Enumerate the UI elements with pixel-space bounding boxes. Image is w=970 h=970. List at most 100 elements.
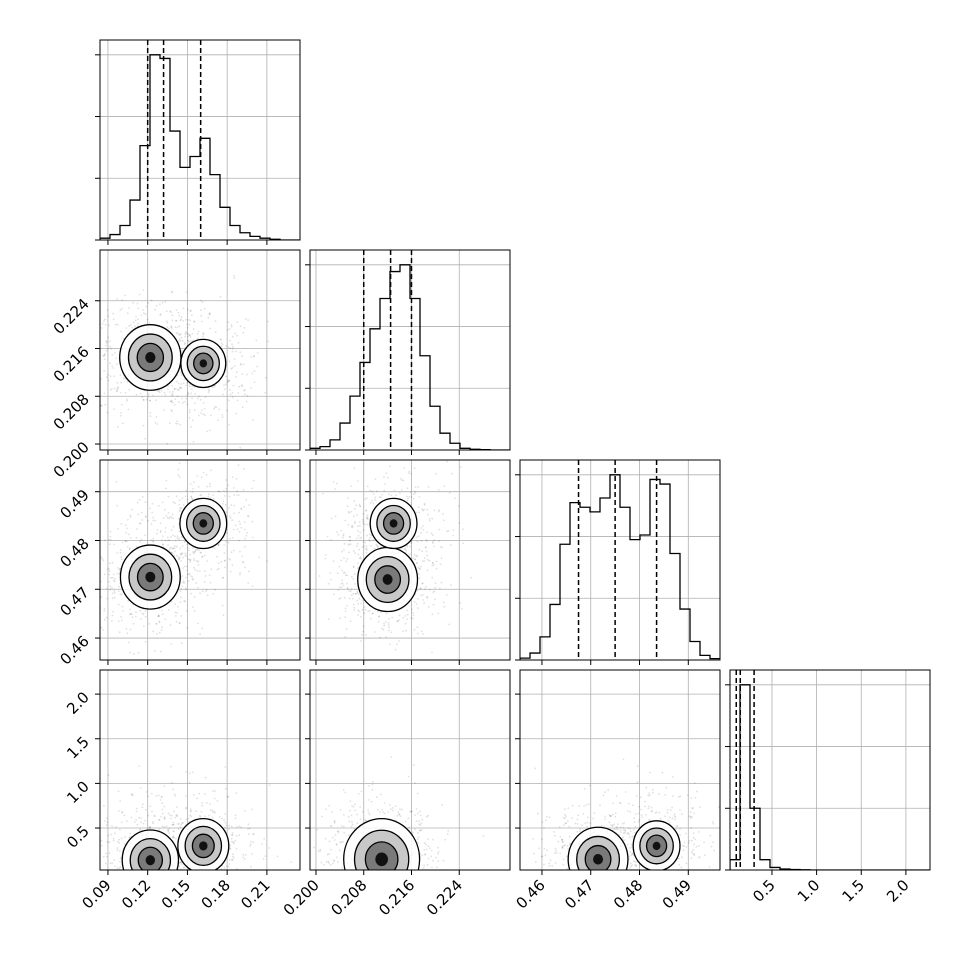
sample-point	[183, 918, 185, 920]
sample-point	[204, 570, 206, 572]
sample-point	[422, 582, 424, 584]
sample-point	[387, 622, 390, 624]
sample-point	[172, 788, 175, 791]
sample-point	[213, 406, 216, 408]
sample-point	[120, 412, 123, 414]
sample-point	[225, 375, 228, 378]
sample-point	[106, 376, 108, 379]
sample-point	[255, 339, 258, 342]
sample-point	[657, 903, 659, 905]
sample-point	[141, 612, 144, 615]
sample-point	[357, 602, 360, 605]
sample-point	[635, 865, 637, 868]
sample-point	[446, 530, 448, 533]
sample-point	[330, 578, 332, 581]
sample-point	[170, 643, 173, 645]
sample-point	[132, 301, 135, 304]
x-tick-label: 0.216	[375, 876, 418, 919]
sample-point	[390, 883, 392, 885]
sample-point	[396, 815, 399, 817]
sample-point	[381, 493, 384, 496]
sample-point	[342, 825, 345, 828]
sample-point	[185, 901, 187, 903]
sample-point	[152, 516, 155, 519]
sample-point	[116, 552, 118, 554]
sample-point	[142, 289, 145, 291]
sample-point	[235, 350, 237, 353]
sample-point	[92, 344, 94, 346]
sample-point	[426, 531, 428, 534]
sample-point	[171, 410, 174, 413]
sample-point	[163, 409, 166, 411]
sample-point	[689, 811, 692, 814]
sample-point	[459, 602, 462, 604]
sample-point	[439, 587, 441, 590]
sample-point	[169, 814, 171, 817]
sample-point	[349, 620, 352, 622]
sample-point	[410, 617, 413, 619]
sample-point	[401, 808, 403, 811]
sample-point	[184, 332, 187, 335]
sample-point	[124, 294, 127, 297]
axes-frame	[309, 249, 511, 451]
sample-point	[116, 381, 119, 384]
sample-point	[416, 632, 419, 635]
sample-point	[420, 829, 423, 832]
sample-point	[155, 416, 158, 418]
sample-point	[370, 910, 372, 912]
sample-point	[194, 550, 197, 553]
sample-point	[357, 793, 360, 795]
sample-point	[364, 498, 367, 501]
sample-point	[412, 764, 415, 766]
sample-point	[423, 849, 426, 851]
sample-point	[153, 815, 156, 817]
sample-point	[370, 534, 373, 536]
sample-point	[369, 536, 372, 539]
sample-point	[233, 549, 235, 552]
sample-point	[129, 516, 132, 518]
sample-point	[344, 791, 347, 794]
sample-point	[364, 541, 366, 544]
sample-point	[142, 913, 144, 915]
sample-point	[377, 871, 379, 873]
sample-point	[116, 849, 119, 851]
sample-point	[162, 544, 165, 546]
sample-point	[238, 834, 241, 837]
sample-point	[135, 807, 138, 810]
sample-point	[225, 490, 228, 493]
sample-point	[228, 537, 231, 540]
sample-point	[192, 440, 195, 443]
sample-point	[196, 887, 198, 889]
sample-point	[411, 878, 413, 880]
contour-line	[343, 817, 421, 870]
sample-point	[173, 547, 176, 549]
sample-point	[159, 522, 162, 525]
sample-point	[349, 536, 352, 538]
sample-point	[152, 877, 154, 879]
sample-point	[171, 552, 174, 554]
sample-point	[443, 605, 446, 608]
sample-point	[335, 843, 338, 845]
sample-point	[147, 814, 150, 817]
sample-point	[366, 516, 369, 518]
sample-point	[356, 599, 359, 602]
sample-point	[363, 612, 366, 615]
density-panel-0-2	[69, 460, 300, 660]
sample-point	[398, 619, 400, 622]
sample-point	[387, 875, 389, 877]
sample-point	[139, 392, 142, 395]
sample-point	[429, 872, 431, 874]
sample-point	[379, 934, 381, 936]
sample-point	[165, 479, 168, 482]
sample-point	[422, 525, 424, 527]
sample-point	[189, 808, 192, 811]
sample-point	[267, 340, 270, 343]
y-tick-label: 0.47	[56, 583, 92, 619]
sample-point	[545, 815, 548, 818]
sample-point	[69, 540, 71, 542]
sample-point	[261, 874, 263, 876]
sample-point	[117, 387, 119, 390]
sample-point	[243, 809, 246, 812]
sample-point	[388, 888, 390, 890]
sample-point	[149, 826, 152, 829]
